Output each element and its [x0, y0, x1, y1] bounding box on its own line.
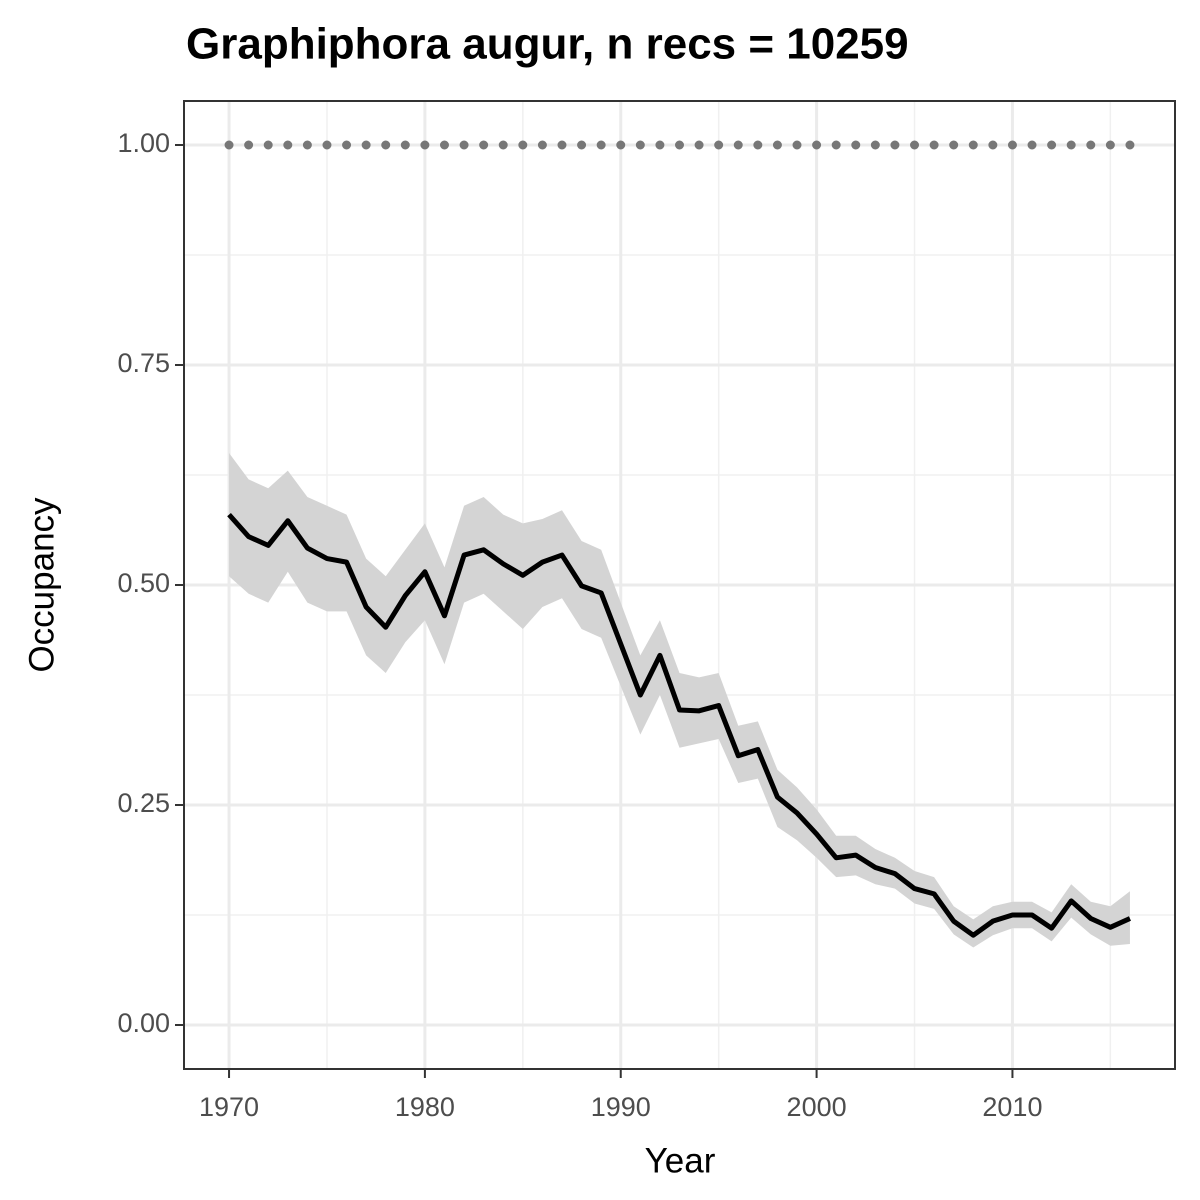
y-tick-label: 1.00: [117, 128, 170, 158]
x-tick-label: 2010: [982, 1092, 1042, 1122]
y-tick-label: 0.75: [117, 348, 170, 378]
x-tick-label: 2000: [787, 1092, 847, 1122]
plot: [224, 140, 1135, 948]
y-tick-label: 0.00: [117, 1008, 170, 1038]
axes: 0.00 0.25 0.50 0.75 1.00 1970 1980 1990 2000 2010: [117, 128, 1042, 1122]
y-tick-label: 0.25: [117, 788, 170, 818]
y-axis-title: Occupancy: [22, 497, 61, 673]
x-tick-label: 1970: [199, 1092, 259, 1122]
x-tick-label: 1980: [395, 1092, 455, 1122]
y-tick-label: 0.50: [117, 568, 170, 598]
x-tick-label: 1990: [591, 1092, 651, 1122]
x-axis-title: Year: [645, 1141, 716, 1180]
line: [227, 512, 1131, 938]
confidence-band: [229, 453, 1130, 948]
chart-title: Graphiphora augur, n recs = 10259: [186, 20, 909, 69]
